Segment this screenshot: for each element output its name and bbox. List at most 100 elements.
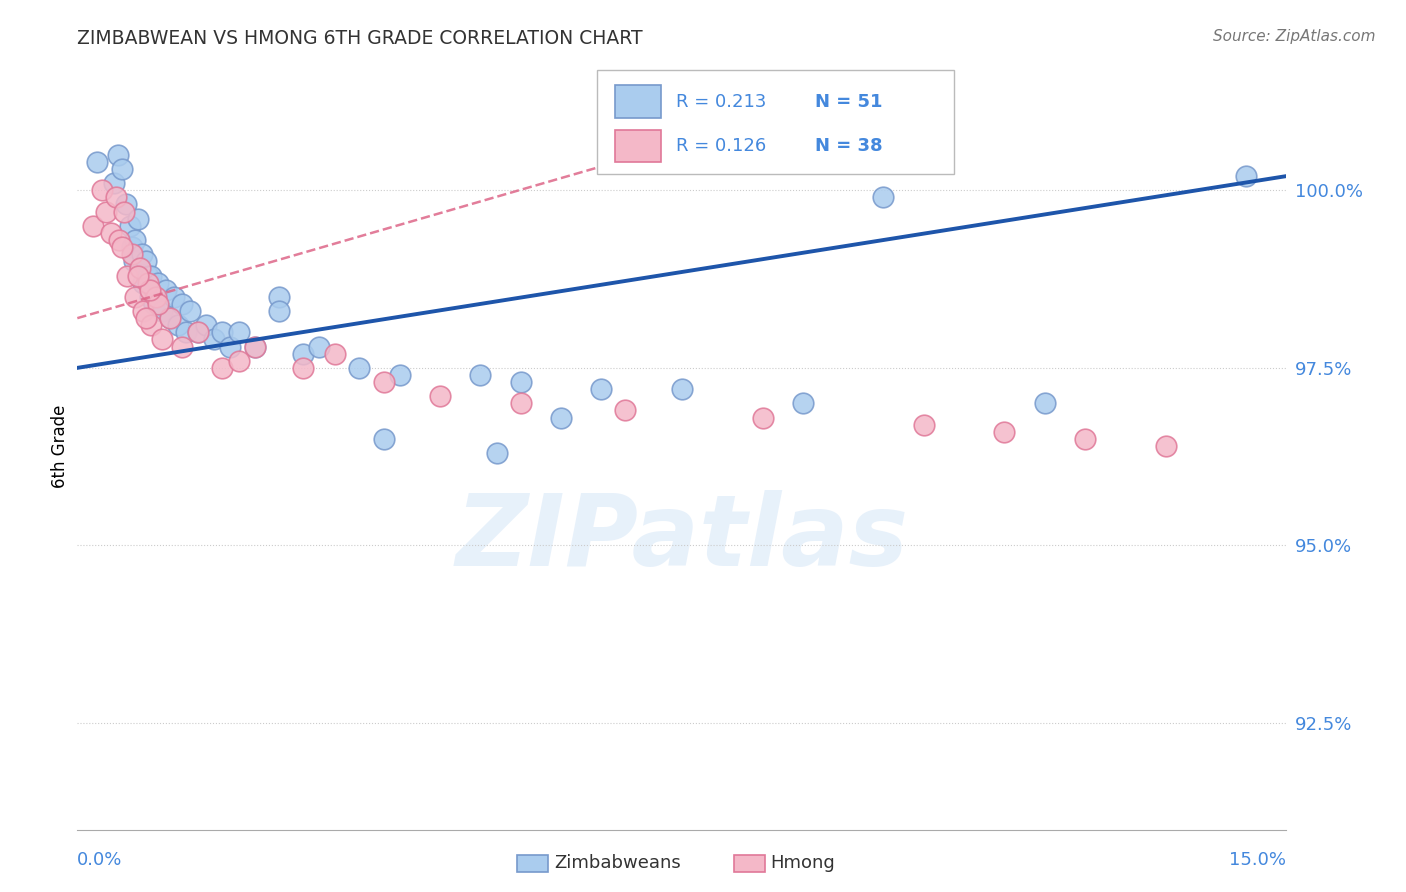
Point bbox=[146, 297, 169, 311]
Point bbox=[111, 161, 134, 176]
Point bbox=[121, 240, 143, 254]
Point bbox=[135, 254, 157, 268]
Point bbox=[136, 276, 159, 290]
Text: Zimbabweans: Zimbabweans bbox=[554, 855, 681, 872]
Point bbox=[1154, 439, 1177, 453]
Point bbox=[163, 290, 186, 304]
Point bbox=[267, 290, 290, 304]
FancyBboxPatch shape bbox=[598, 70, 955, 174]
Point bbox=[146, 276, 169, 290]
Point bbox=[142, 297, 165, 311]
Point bbox=[141, 268, 163, 283]
Point bbox=[1033, 396, 1056, 410]
Point bbox=[141, 318, 163, 333]
Point bbox=[127, 268, 149, 283]
Point bbox=[550, 410, 572, 425]
Text: N = 51: N = 51 bbox=[815, 93, 883, 111]
Point bbox=[228, 353, 250, 368]
Point bbox=[82, 219, 104, 233]
Text: Source: ZipAtlas.com: Source: ZipAtlas.com bbox=[1212, 29, 1375, 44]
Point bbox=[243, 340, 266, 354]
Point bbox=[139, 290, 162, 304]
Text: 0.0%: 0.0% bbox=[77, 851, 122, 869]
Point bbox=[111, 240, 134, 254]
Point bbox=[131, 247, 153, 261]
Point bbox=[179, 304, 201, 318]
Y-axis label: 6th Grade: 6th Grade bbox=[51, 404, 69, 488]
Point bbox=[129, 261, 152, 276]
Point bbox=[139, 283, 162, 297]
Point bbox=[135, 311, 157, 326]
Point bbox=[323, 346, 346, 360]
Point bbox=[211, 360, 233, 375]
Point bbox=[124, 233, 146, 247]
Point bbox=[94, 204, 117, 219]
Point bbox=[614, 403, 637, 417]
Point bbox=[912, 417, 935, 432]
Text: N = 38: N = 38 bbox=[815, 137, 883, 155]
Text: R = 0.213: R = 0.213 bbox=[676, 93, 766, 111]
Text: ZIPatlas: ZIPatlas bbox=[456, 490, 908, 587]
Point bbox=[124, 290, 146, 304]
Point bbox=[792, 396, 814, 410]
Point bbox=[103, 176, 125, 190]
Point bbox=[132, 276, 155, 290]
Point bbox=[872, 190, 894, 204]
Point bbox=[122, 254, 145, 268]
Point bbox=[114, 197, 136, 211]
Point bbox=[308, 340, 330, 354]
Point bbox=[373, 375, 395, 389]
Point bbox=[1074, 432, 1097, 446]
Point bbox=[292, 360, 315, 375]
Point bbox=[485, 446, 508, 460]
Point bbox=[187, 326, 209, 340]
Point bbox=[145, 290, 167, 304]
Point bbox=[195, 318, 218, 333]
Point bbox=[108, 233, 131, 247]
Point bbox=[429, 389, 451, 403]
Point bbox=[172, 340, 194, 354]
Point bbox=[211, 326, 233, 340]
Point bbox=[117, 268, 139, 283]
Point bbox=[167, 318, 190, 333]
Point bbox=[1234, 169, 1257, 183]
Text: R = 0.126: R = 0.126 bbox=[676, 137, 766, 155]
Point bbox=[150, 333, 173, 347]
Point bbox=[219, 340, 242, 354]
Point bbox=[591, 382, 613, 396]
Point bbox=[127, 211, 149, 226]
Point bbox=[121, 247, 143, 261]
Point bbox=[107, 148, 129, 162]
Point bbox=[132, 304, 155, 318]
Point bbox=[993, 425, 1015, 439]
Point bbox=[349, 360, 371, 375]
Point bbox=[90, 183, 112, 197]
Point bbox=[155, 283, 177, 297]
Text: 15.0%: 15.0% bbox=[1229, 851, 1286, 869]
Point bbox=[118, 219, 141, 233]
Point bbox=[373, 432, 395, 446]
Point bbox=[292, 346, 315, 360]
FancyBboxPatch shape bbox=[616, 130, 661, 162]
Text: ZIMBABWEAN VS HMONG 6TH GRADE CORRELATION CHART: ZIMBABWEAN VS HMONG 6TH GRADE CORRELATIO… bbox=[77, 29, 643, 47]
Point bbox=[86, 154, 108, 169]
Point bbox=[228, 326, 250, 340]
Point bbox=[671, 382, 693, 396]
Point bbox=[112, 204, 135, 219]
Point bbox=[388, 368, 411, 382]
Point bbox=[509, 396, 531, 410]
Point bbox=[174, 326, 197, 340]
Point bbox=[509, 375, 531, 389]
Point bbox=[159, 311, 181, 326]
Point bbox=[100, 226, 122, 240]
Point bbox=[150, 304, 173, 318]
Text: Hmong: Hmong bbox=[770, 855, 835, 872]
Point bbox=[187, 326, 209, 340]
Point bbox=[202, 333, 225, 347]
Point bbox=[159, 311, 181, 326]
Point bbox=[129, 261, 152, 276]
Point bbox=[470, 368, 492, 382]
Point bbox=[751, 410, 773, 425]
Point bbox=[136, 268, 159, 283]
Point bbox=[267, 304, 290, 318]
